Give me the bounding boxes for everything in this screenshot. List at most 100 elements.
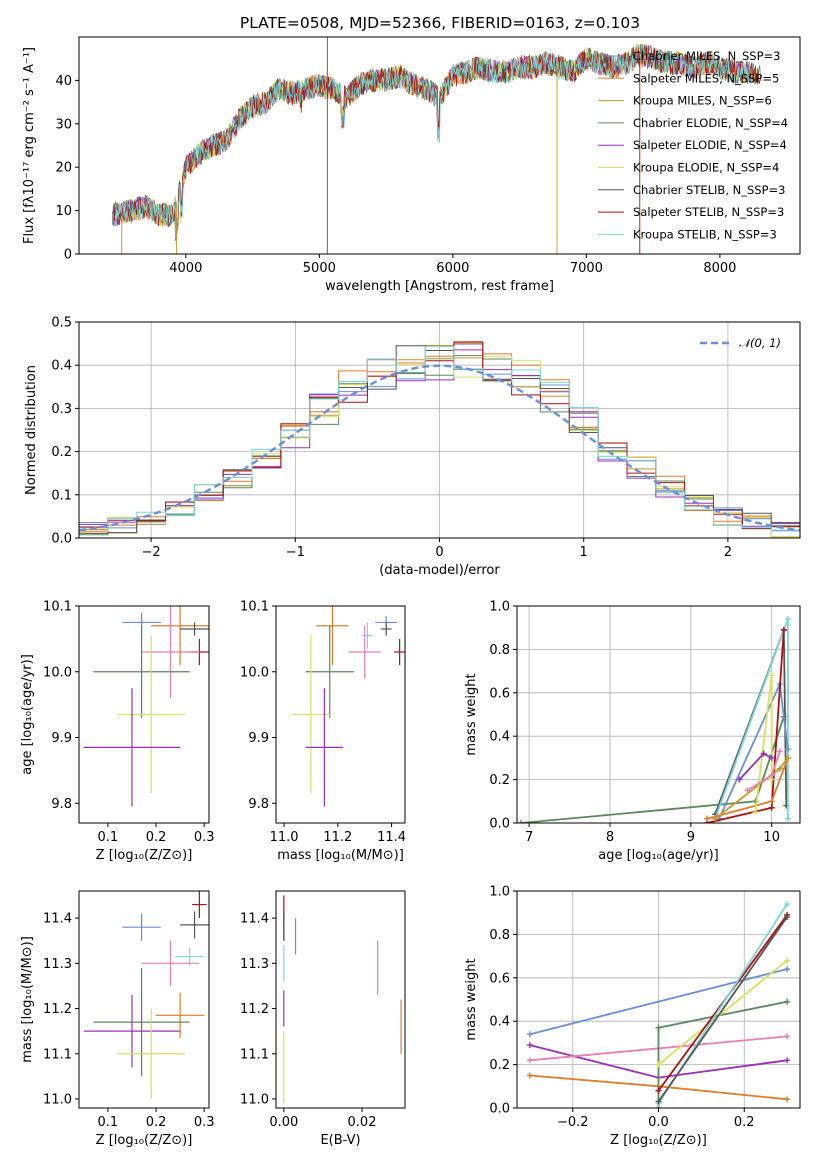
plot-area [112, 37, 762, 254]
data-point [83, 994, 181, 1068]
x-tick-label: 10 [763, 830, 780, 845]
y-tick-label: 30 [55, 117, 72, 132]
chart-mass-vs-EBV: 0.00 0.02 11.0 11.1 11.2 11.3 11.4 E(B-V) [240, 890, 406, 1148]
y-tick-label: 0.4 [489, 1015, 510, 1030]
spectrum-line [113, 46, 762, 241]
weight-marker [784, 746, 791, 753]
weight-marker [526, 1031, 533, 1038]
weight-marker [776, 748, 783, 755]
x-tick-label: −0.2 [557, 1115, 589, 1130]
data-point [380, 622, 392, 636]
weight-marker [784, 998, 791, 1005]
normal-curve [79, 364, 800, 532]
y-tick-label: 40 [55, 74, 72, 89]
weight-marker [784, 901, 791, 908]
weight-line [657, 916, 788, 1103]
weight-marker [768, 772, 775, 779]
chart-residuals: −2 −1 0 1 2 0.0 0.1 0.2 0.3 0.4 0.5 (data-model)/er… [24, 316, 801, 578]
legend-entry: Kroupa STELIB, N_SSP=3 [633, 227, 777, 241]
chart-age-vs-mass: 11.0 11.2 11.4 9.8 9.9 10.0 10.1 mass [log₁₀(M/… [240, 600, 406, 864]
data-point [122, 913, 161, 941]
weight-marker [784, 1033, 791, 1040]
chart-weight-vs-age: 7 8 9 10 0.0 0.2 0.4 0.6 0.8 1.0 age [log₁₀(age/yr… [464, 600, 801, 863]
x-tick-label: −1 [286, 545, 305, 560]
x-tick-label: 8 [606, 830, 614, 845]
weight-marker [655, 1061, 662, 1068]
y-tick-label: 0.0 [489, 1102, 510, 1117]
x-tick-label: 11.2 [323, 830, 352, 845]
weight-marker [768, 804, 775, 811]
x-tick-label: 0.1 [98, 830, 119, 845]
weight-marker [784, 1057, 791, 1064]
y-tick-label: 11.3 [240, 957, 269, 972]
y-tick-label: 11.1 [240, 1047, 269, 1062]
x-axis-label: Z [log₁₀(Z/Z⊙)] [96, 848, 193, 863]
x-tick-label: 0.2 [146, 830, 167, 845]
y-tick-label: 0.8 [489, 928, 510, 943]
x-tick-label: 0 [435, 545, 443, 560]
data-point [175, 947, 205, 966]
x-tick-label: 6000 [436, 261, 469, 276]
plot-area [79, 341, 800, 538]
y-tick-label: 9.8 [51, 797, 72, 812]
axes-frame [516, 605, 801, 824]
weight-marker [712, 815, 719, 822]
data-point [117, 1008, 185, 1099]
x-axis-label: age [log₁₀(age/yr)] [598, 848, 719, 863]
spectrum-line [114, 43, 754, 239]
data-point [305, 625, 354, 718]
weight-marker [752, 809, 759, 816]
weight-marker [768, 672, 775, 679]
weight-marker [518, 820, 525, 823]
legend-entry: Chabrier MILES, N_SSP=3 [633, 49, 780, 63]
x-tick-label: 0.2 [146, 1115, 167, 1130]
plot-area [83, 891, 209, 1099]
axes-frame [275, 605, 406, 824]
y-tick-label: 11.4 [43, 912, 72, 927]
weight-marker [526, 1042, 533, 1049]
y-tick-label: 0.4 [489, 730, 510, 745]
data-point [192, 891, 207, 919]
x-axis-label: mass [log₁₀(M/M⊙)] [277, 848, 404, 863]
y-tick-label: 0.0 [489, 817, 510, 832]
weight-marker [655, 1024, 662, 1031]
plot-area [283, 895, 402, 1104]
y-tick-label: 0.0 [51, 532, 72, 547]
weight-marker [655, 1087, 662, 1094]
data-point [141, 940, 200, 986]
data-point [305, 688, 344, 807]
y-axis-label: mass weight [464, 958, 479, 1040]
weight-marker [760, 750, 767, 757]
chart-mass-vs-Z: 0.1 0.2 0.3 11.0 11.1 11.2 11.3 11.4 Z [log₁₀(Z/… [20, 890, 215, 1148]
y-tick-label: 10.1 [43, 600, 72, 615]
y-tick-label: 11.2 [240, 1002, 269, 1017]
x-tick-label: 2 [724, 545, 732, 560]
legend-entry: Salpeter STELIB, N_SSP=3 [633, 205, 784, 219]
legend-entry: Salpeter MILES, N_SSP=5 [633, 71, 779, 85]
data-point [348, 625, 381, 679]
weight-marker [526, 1057, 533, 1064]
weight-marker [655, 1098, 662, 1105]
legend-entry: Kroupa MILES, N_SSP=6 [633, 94, 772, 108]
y-tick-label: 20 [55, 161, 72, 176]
data-point [117, 635, 185, 794]
plot-area [83, 606, 209, 807]
figure-title: PLATE=0508, MJD=52366, FIBERID=0163, z=0… [240, 14, 640, 32]
weight-marker [768, 798, 775, 805]
y-tick-label: 0 [64, 248, 72, 263]
x-tick-label: 8000 [703, 261, 736, 276]
y-tick-label: 0.2 [489, 773, 510, 788]
chart-age-vs-Z: 0.1 0.2 0.3 9.8 9.9 10.0 10.1 Z [log₁₀(Z/Z⊙)] ag… [20, 600, 215, 864]
weight-marker [744, 787, 751, 794]
weight-marker [704, 815, 711, 822]
y-tick-label: 0.5 [51, 316, 72, 331]
y-tick-label: 0.1 [51, 488, 72, 503]
weight-marker [784, 815, 791, 822]
x-tick-label: 11.4 [377, 830, 406, 845]
y-tick-label: 11.0 [43, 1092, 72, 1107]
x-tick-label: 0.2 [734, 1115, 755, 1130]
y-tick-label: 11.0 [240, 1092, 269, 1107]
data-point [394, 638, 405, 666]
x-axis-label: (data-model)/error [379, 563, 500, 578]
